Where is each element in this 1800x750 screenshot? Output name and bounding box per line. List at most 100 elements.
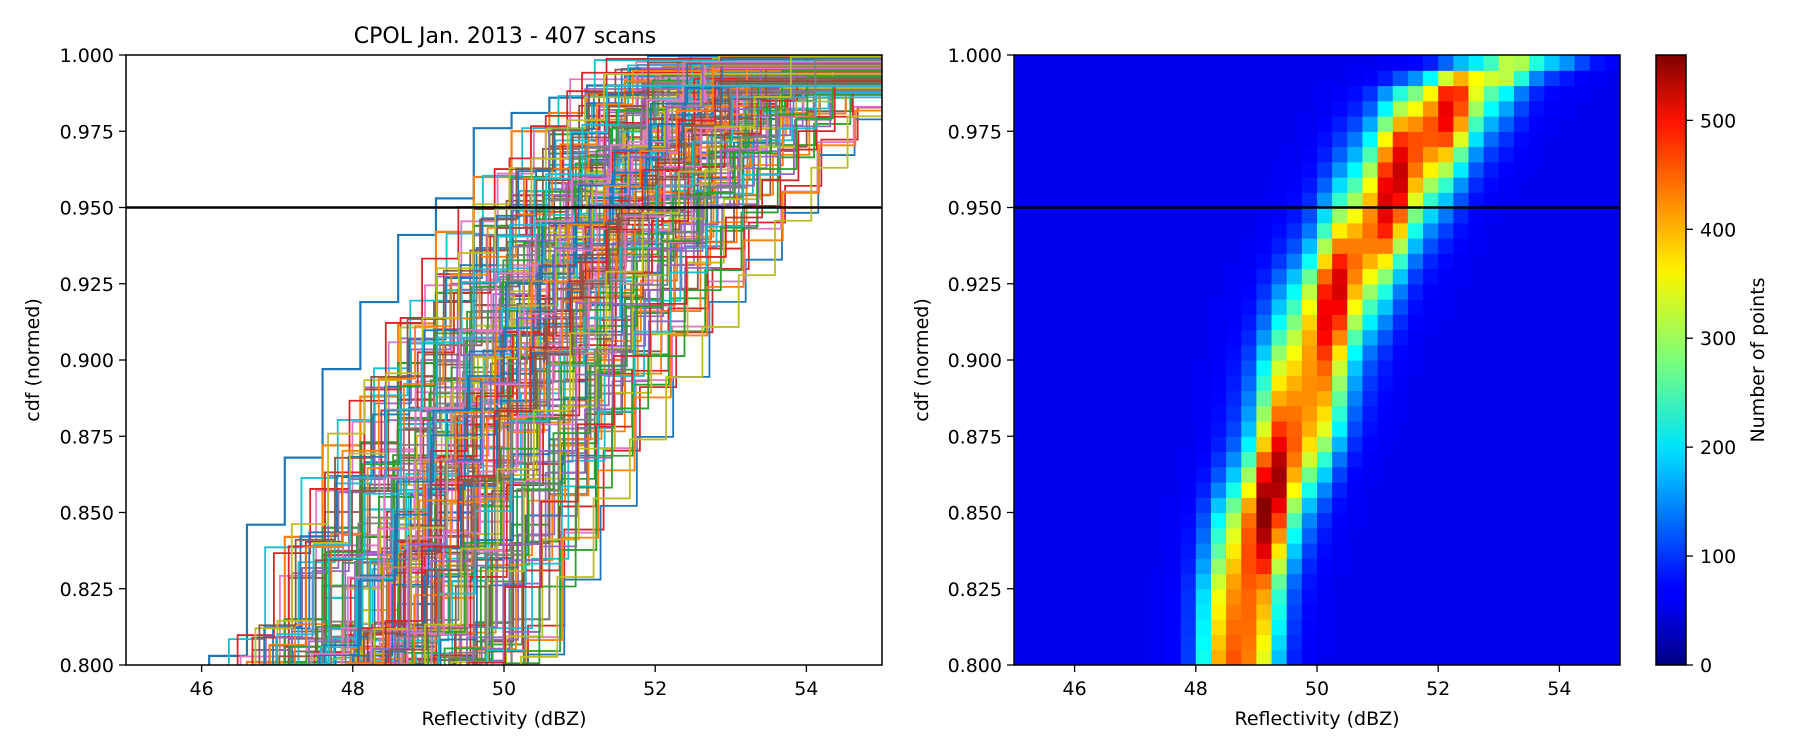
heatmap-cell — [1256, 344, 1273, 361]
heatmap-cell — [1150, 131, 1167, 148]
heatmap-cell — [1589, 390, 1606, 407]
heatmap-cell — [1044, 390, 1061, 407]
heatmap-cell — [1165, 375, 1182, 392]
heatmap-cell — [1150, 588, 1167, 605]
heatmap-cell — [1120, 192, 1136, 209]
heatmap-cell — [1423, 436, 1439, 453]
heatmap-cell — [1377, 573, 1394, 590]
heatmap-cell — [1529, 451, 1545, 468]
heatmap-cell — [1195, 253, 1212, 270]
heatmap-cell — [1271, 512, 1288, 529]
heatmap-cell — [1226, 405, 1242, 422]
heatmap-cell — [1241, 619, 1257, 636]
heatmap-cell — [1332, 360, 1348, 376]
heatmap-cell — [1362, 329, 1379, 346]
heatmap-cell — [1120, 146, 1136, 163]
heatmap-cell — [1347, 588, 1364, 605]
heatmap-cell — [1347, 207, 1364, 224]
heatmap-cell — [1407, 146, 1424, 163]
heatmap-cell — [1468, 512, 1485, 529]
heatmap-cell — [1559, 314, 1576, 331]
heatmap-cell — [1059, 527, 1076, 544]
heatmap-cell — [1559, 146, 1576, 163]
heatmap-cell — [1226, 512, 1242, 529]
heatmap-cell — [1407, 253, 1424, 270]
heatmap-cell — [1120, 421, 1136, 437]
heatmap-cell — [1241, 649, 1257, 665]
heatmap-cell — [1347, 451, 1364, 468]
heatmap-cell — [1120, 207, 1136, 224]
heatmap-cell — [1044, 421, 1061, 437]
heatmap-cell — [1089, 451, 1106, 468]
heatmap-cell — [1059, 543, 1076, 559]
heatmap-cell — [1544, 146, 1560, 163]
heatmap-cell — [1589, 436, 1606, 453]
heatmap-cell — [1438, 238, 1454, 254]
heatmap-cell — [1438, 116, 1454, 132]
heatmap-cell — [1256, 527, 1273, 544]
heatmap-cell — [1407, 192, 1424, 209]
x-tick-label: 52 — [643, 678, 667, 700]
heatmap-cell — [1317, 253, 1333, 270]
heatmap-cell — [1392, 100, 1409, 117]
heatmap-cell — [1150, 222, 1167, 239]
heatmap-cell — [1271, 634, 1288, 651]
heatmap-cell — [1574, 482, 1591, 498]
heatmap-cell — [1286, 482, 1303, 498]
heatmap-cell — [1453, 619, 1470, 636]
heatmap-cell — [1301, 405, 1318, 422]
heatmap-cell — [1377, 390, 1394, 407]
heatmap-cell — [1589, 451, 1606, 468]
y-tick-label: 0.875 — [948, 426, 1002, 448]
heatmap-cell — [1377, 253, 1394, 270]
cdf-step-line — [341, 66, 882, 665]
heatmap-cell — [1059, 222, 1076, 239]
heatmap-cell — [1604, 299, 1620, 315]
cdf-step-line — [486, 73, 882, 665]
heatmap-cell — [1377, 314, 1394, 331]
heatmap-cell — [1029, 375, 1045, 392]
heatmap-cell — [1014, 649, 1030, 665]
heatmap-cell — [1074, 405, 1091, 422]
heatmap-cell — [1559, 55, 1576, 71]
heatmap-cell — [1377, 55, 1394, 71]
heatmap-cell — [1423, 604, 1439, 620]
heatmap-cell — [1438, 70, 1454, 87]
heatmap-cell — [1513, 436, 1530, 453]
heatmap-cell — [1029, 70, 1045, 87]
heatmap-cell — [1559, 405, 1576, 422]
heatmap-cell — [1589, 405, 1606, 422]
heatmap-cell — [1317, 177, 1333, 193]
heatmap-cell — [1498, 207, 1515, 224]
heatmap-cell — [1301, 207, 1318, 224]
heatmap-cell — [1407, 116, 1424, 132]
heatmap-cell — [1498, 238, 1515, 254]
heatmap-cell — [1317, 466, 1333, 483]
heatmap-cell — [1362, 649, 1379, 665]
heatmap-cell — [1604, 375, 1620, 392]
heatmap-cell — [1332, 436, 1348, 453]
heatmap-cell — [1529, 634, 1545, 651]
heatmap-cell — [1559, 375, 1576, 392]
heatmap-cell — [1241, 100, 1257, 117]
heatmap-cell — [1498, 375, 1515, 392]
heatmap-cell — [1301, 85, 1318, 102]
heatmap-cell — [1286, 451, 1303, 468]
heatmap-cell — [1423, 527, 1439, 544]
heatmap-cell — [1256, 619, 1273, 636]
heatmap-cell — [1195, 131, 1212, 148]
heatmap-cell — [1074, 222, 1091, 239]
heatmap-cell — [1574, 619, 1591, 636]
heatmap-cell — [1317, 451, 1333, 468]
heatmap-cell — [1544, 283, 1560, 300]
cdf-step-line — [505, 56, 882, 665]
heatmap-cell — [1135, 405, 1151, 422]
heatmap-cell — [1044, 85, 1061, 102]
heatmap-cell — [1559, 436, 1576, 453]
heatmap-cell — [1014, 604, 1030, 620]
heatmap-cell — [1089, 70, 1106, 87]
heatmap-cell — [1529, 466, 1545, 483]
heatmap-cell — [1074, 177, 1091, 193]
heatmap-cell — [1589, 238, 1606, 254]
heatmap-cell — [1513, 268, 1530, 285]
